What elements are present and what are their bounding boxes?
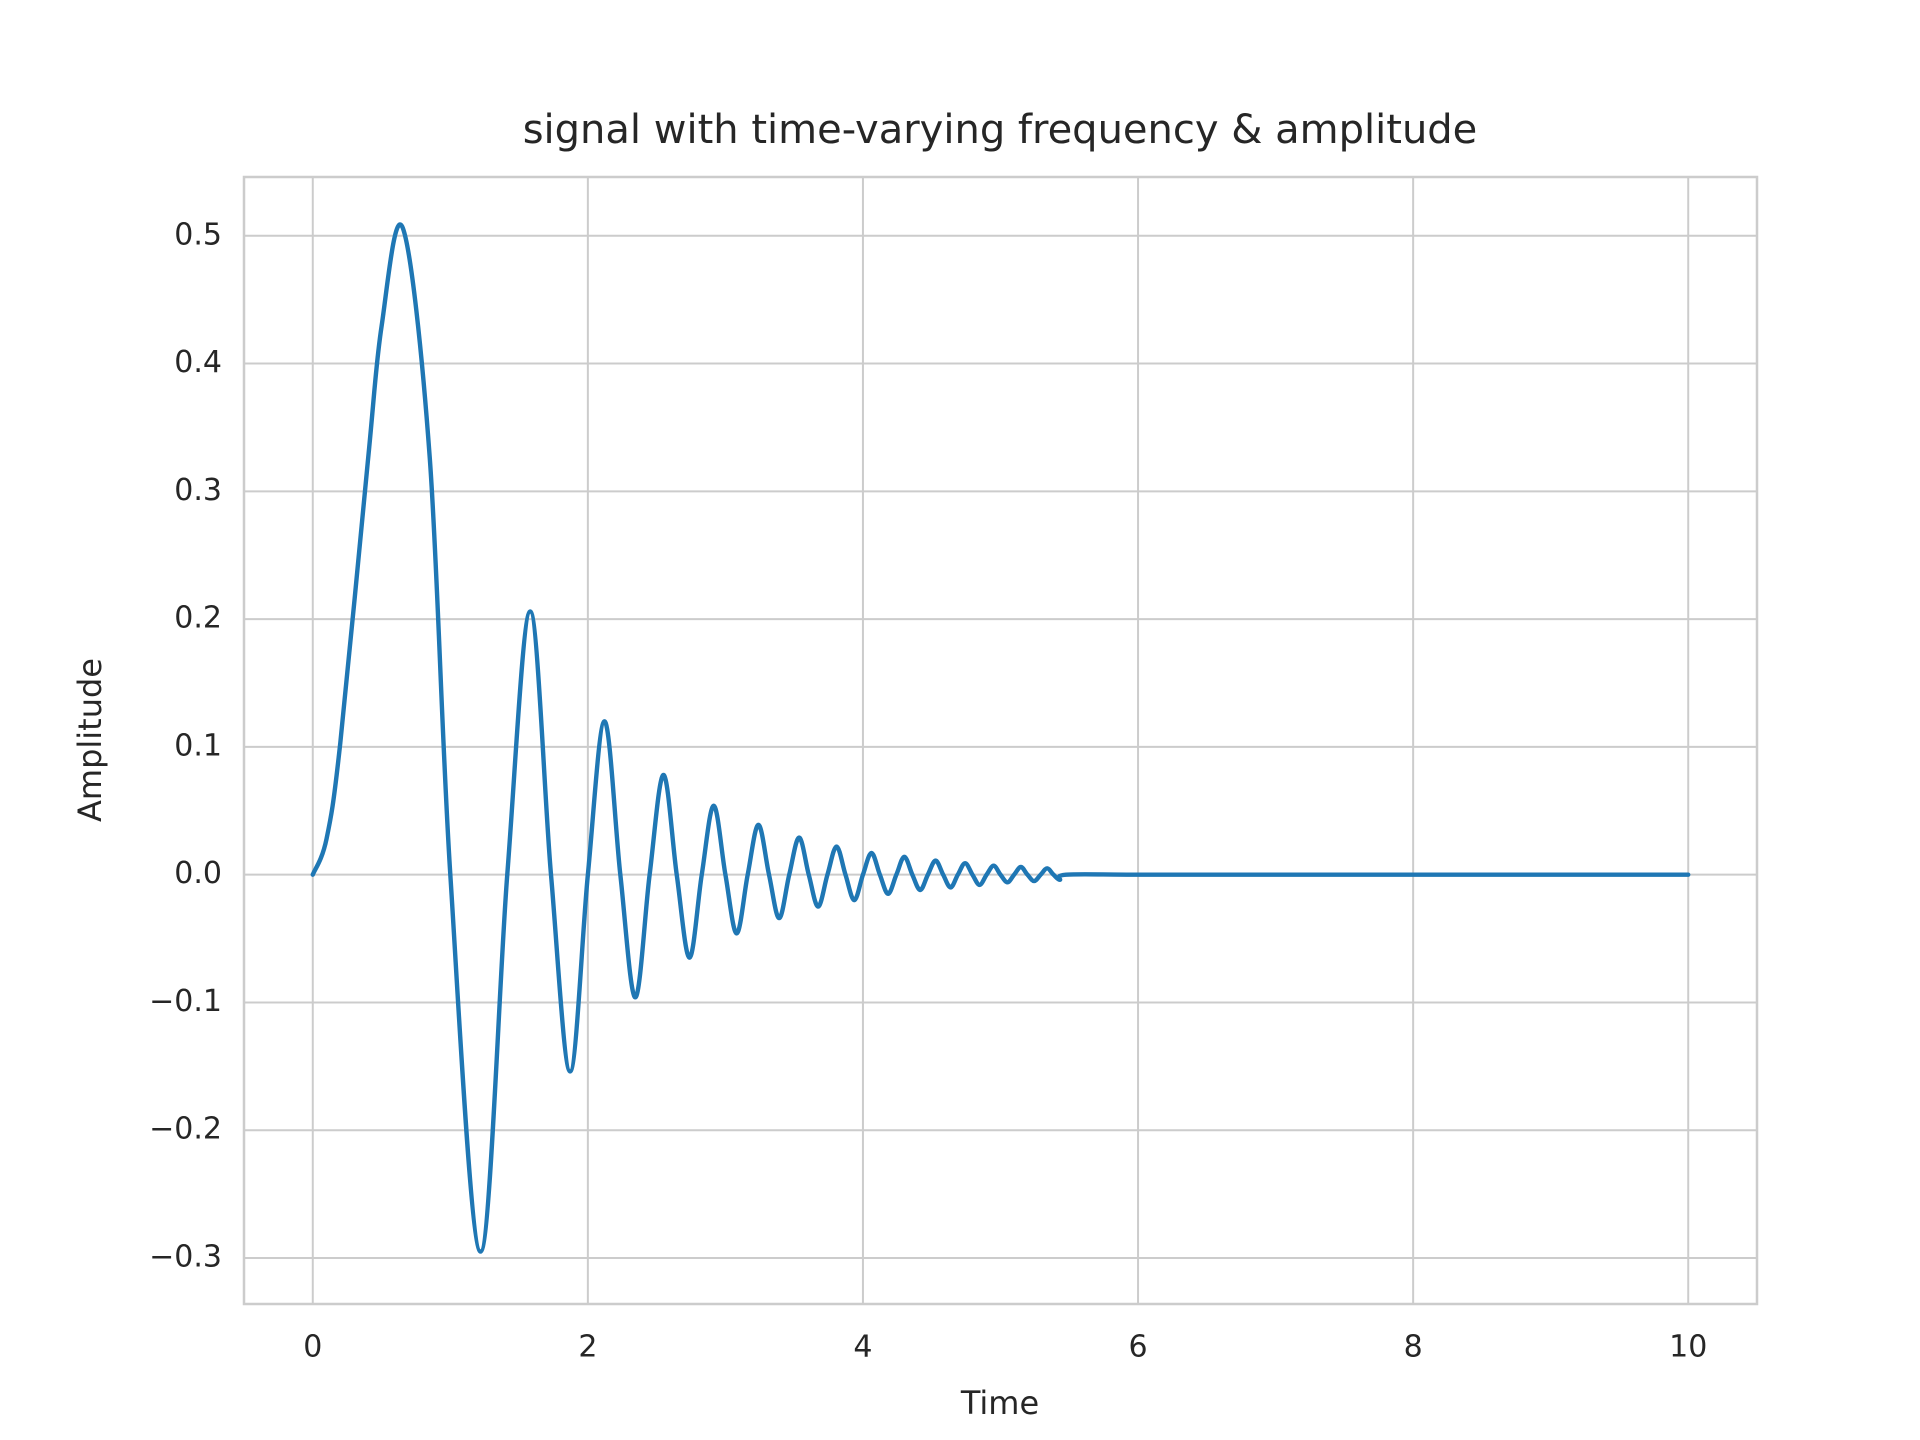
x-tick-label: 4	[853, 1330, 872, 1365]
y-tick-label: 0.3	[174, 473, 222, 508]
signal-line	[310, 222, 1691, 1254]
y-tick-label: 0.2	[174, 601, 222, 636]
y-tick-label: 0.0	[174, 856, 222, 891]
y-tick-label: −0.2	[149, 1112, 222, 1147]
y-axis-label: Amplitude	[71, 658, 109, 822]
y-tick-label: 0.4	[174, 345, 222, 380]
x-tick-label: 8	[1404, 1330, 1423, 1365]
y-tick-label: 0.1	[174, 728, 222, 763]
x-tick-label: 0	[303, 1330, 322, 1365]
y-tick-label: 0.5	[174, 217, 222, 252]
x-tick-label: 2	[578, 1330, 597, 1365]
x-axis-label: Time	[960, 1384, 1039, 1422]
chart-title: signal with time-varying frequency & amp…	[523, 107, 1478, 153]
plot-frame	[242, 175, 1759, 1306]
y-tick-label: −0.1	[149, 984, 222, 1019]
x-tick-label: 6	[1128, 1330, 1147, 1365]
x-tick-label: 10	[1669, 1330, 1707, 1365]
y-tick-label: −0.3	[149, 1240, 222, 1275]
